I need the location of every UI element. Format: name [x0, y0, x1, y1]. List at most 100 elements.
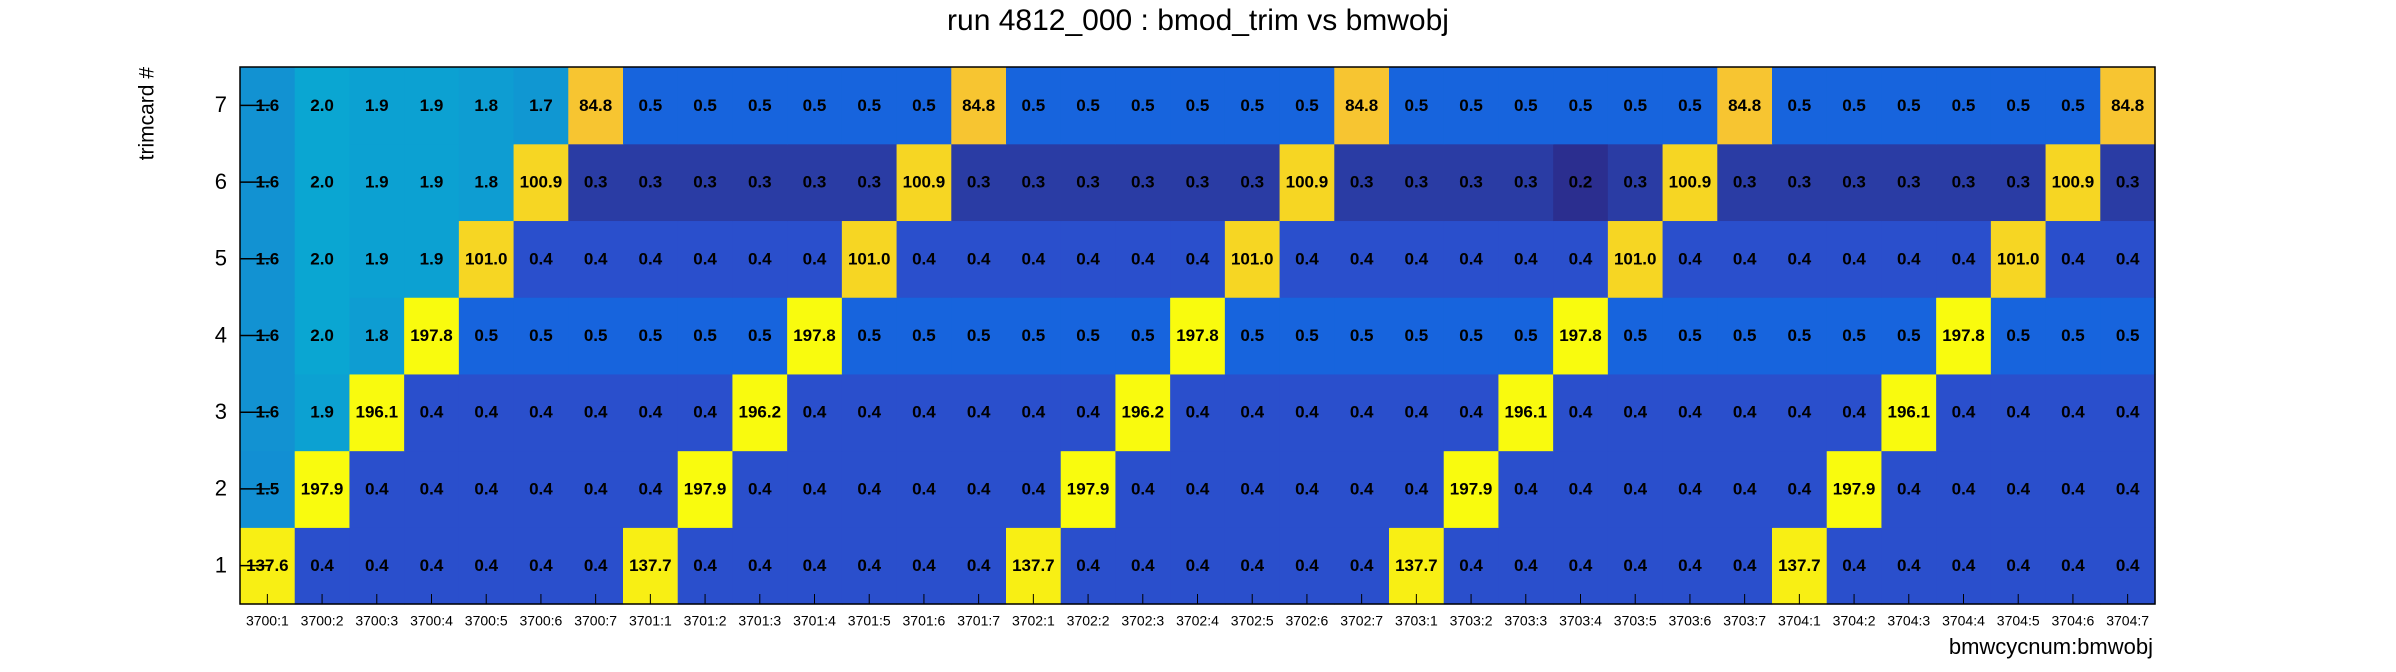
cell-label: 0.4 — [1295, 556, 1319, 575]
cell-label: 0.4 — [1459, 249, 1483, 268]
heatmap-cell — [1443, 450, 1500, 528]
cell-label: 1.9 — [420, 96, 444, 115]
cell-label: 0.4 — [1678, 479, 1702, 498]
heatmap-cell — [677, 373, 734, 452]
heatmap-cell — [1279, 220, 1335, 298]
heatmap-cell — [1224, 220, 1281, 298]
heatmap-cell — [1607, 527, 1664, 605]
cell-label: 2.0 — [310, 249, 334, 268]
heatmap-cell — [1553, 220, 1609, 298]
cell-label: 196.2 — [1122, 403, 1165, 422]
cell-label: 0.3 — [1623, 173, 1647, 192]
cell-label: 0.4 — [1240, 556, 1264, 575]
cell-label: 0.4 — [1405, 479, 1429, 498]
heatmap-cell — [568, 373, 624, 452]
heatmap-cell — [1060, 67, 1117, 145]
heatmap-cell — [349, 220, 405, 298]
heatmap-cell — [294, 297, 351, 375]
cell-label: 197.9 — [684, 479, 727, 498]
heatmap-cell — [1279, 527, 1335, 605]
heatmap-cell — [732, 220, 788, 298]
heatmap-cell — [1772, 67, 1828, 145]
cell-label: 0.4 — [1514, 556, 1538, 575]
cell-label: 0.4 — [2116, 403, 2140, 422]
heatmap-cell — [1772, 373, 1828, 452]
cell-label: 0.4 — [693, 556, 717, 575]
cell-label: 0.4 — [1623, 403, 1647, 422]
cell-label: 0.3 — [857, 173, 881, 192]
heatmap-cell — [896, 297, 952, 375]
heatmap-cell — [1115, 297, 1171, 375]
heatmap-cell — [677, 450, 734, 528]
heatmap-cell — [1990, 67, 2047, 145]
cell-label: 0.5 — [1076, 96, 1100, 115]
cell-label: 0.4 — [1842, 249, 1866, 268]
cell-label: 0.4 — [1569, 479, 1593, 498]
cell-label: 84.8 — [2111, 96, 2144, 115]
heatmap-cell — [1060, 450, 1117, 528]
heatmap-cell — [1443, 527, 1500, 605]
y-axis-title: trimcard # — [136, 67, 159, 161]
heatmap-cell — [732, 373, 788, 452]
heatmap-cell — [513, 143, 569, 222]
heatmap-cell — [1662, 220, 1718, 298]
cell-label: 0.3 — [1076, 173, 1100, 192]
cell-label: 0.4 — [1076, 249, 1100, 268]
cell-label: 1.9 — [365, 173, 389, 192]
cell-label: 0.5 — [1295, 326, 1319, 345]
cell-label: 0.4 — [693, 403, 717, 422]
cell-label: 1.9 — [365, 249, 389, 268]
cell-label: 0.4 — [1733, 403, 1757, 422]
cell-label: 197.9 — [1450, 479, 1493, 498]
heatmap-cell — [1826, 143, 1883, 222]
cell-label: 0.5 — [2061, 326, 2085, 345]
cell-label: 0.4 — [1733, 479, 1757, 498]
cell-label: 0.4 — [529, 556, 553, 575]
heatmap-cell — [1443, 297, 1500, 375]
cell-label: 0.4 — [474, 403, 498, 422]
cell-label: 0.5 — [2116, 326, 2140, 345]
cell-label: 0.4 — [1733, 556, 1757, 575]
heatmap-cell — [1224, 143, 1281, 222]
x-axis-title: bmwcycnum:bmwobj — [1949, 634, 2153, 659]
heatmap-cell — [732, 527, 788, 605]
cell-label: 0.4 — [912, 403, 936, 422]
x-tick-label: 3700:1 — [246, 613, 289, 629]
x-tick-label: 3704:7 — [2106, 613, 2149, 629]
heatmap-cell — [1607, 143, 1664, 222]
cell-label: 0.5 — [2006, 96, 2030, 115]
y-tick-label: 3 — [215, 399, 227, 424]
heatmap-cell — [1662, 67, 1718, 145]
cell-label: 0.5 — [1788, 96, 1812, 115]
cell-label: 196.1 — [1505, 403, 1548, 422]
x-tick-label: 3702:2 — [1067, 613, 1110, 629]
cell-label: 0.4 — [1897, 556, 1921, 575]
heatmap-cell — [1936, 67, 1992, 145]
heatmap-cell — [1115, 220, 1171, 298]
cell-label: 0.4 — [1952, 249, 1976, 268]
heatmap-cell — [1936, 143, 1992, 222]
cell-label: 0.4 — [529, 403, 553, 422]
heatmap-cell — [349, 527, 405, 605]
heatmap-cell — [951, 450, 1007, 528]
heatmap-cell — [623, 220, 679, 298]
cell-label: 0.5 — [1295, 96, 1319, 115]
heatmap-cell — [1334, 220, 1390, 298]
heatmap-cell — [951, 297, 1007, 375]
heatmap-cell — [2100, 220, 2156, 298]
cell-label: 0.3 — [748, 173, 772, 192]
heatmap-cell — [1498, 143, 1554, 222]
heatmap-cell — [568, 527, 624, 605]
heatmap-cell — [1717, 373, 1773, 452]
heatmap-cell — [1498, 297, 1554, 375]
cell-label: 0.4 — [2061, 249, 2085, 268]
x-tick-label: 3703:2 — [1450, 613, 1493, 629]
cell-label: 0.5 — [1405, 326, 1429, 345]
cell-label: 0.4 — [365, 479, 389, 498]
cell-label: 0.5 — [1350, 326, 1374, 345]
heatmap-cell — [1389, 220, 1445, 298]
cell-label: 0.5 — [1733, 326, 1757, 345]
heatmap-cell — [1826, 67, 1883, 145]
cell-label: 0.4 — [639, 479, 663, 498]
x-tick-label: 3704:1 — [1778, 613, 1821, 629]
